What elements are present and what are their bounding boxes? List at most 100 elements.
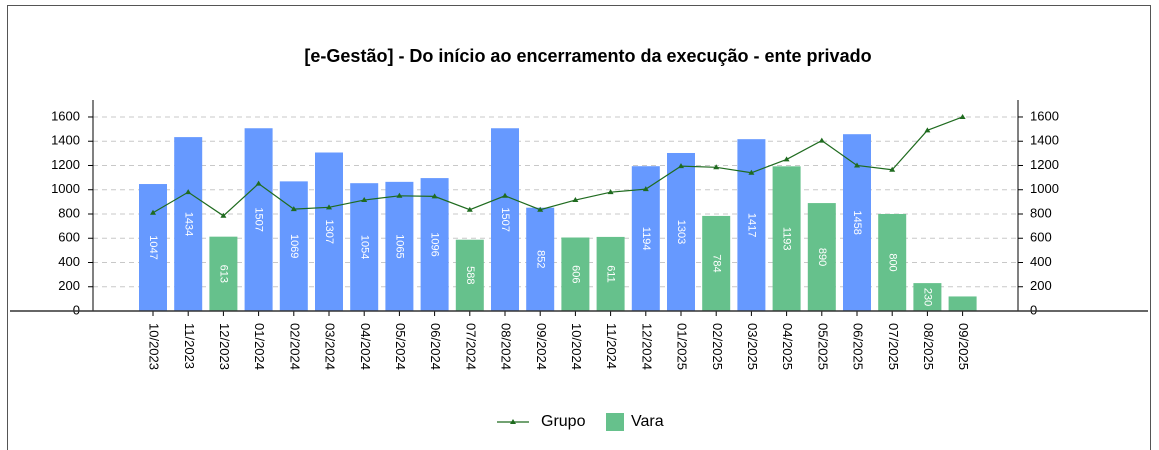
bar (807, 203, 836, 311)
bar (878, 213, 907, 311)
y2-tick-label: 1400 (1030, 133, 1059, 148)
y2-tick-label: 800 (1030, 205, 1052, 220)
x-tick-label: 07/2024 (463, 323, 478, 370)
data-label: 890 (816, 248, 828, 266)
data-label: 1434 (182, 212, 194, 236)
data-label: 606 (569, 265, 581, 283)
data-label: 1054 (358, 235, 370, 259)
x-tick-label: 01/2024 (252, 323, 267, 370)
data-label: 588 (464, 266, 476, 284)
bar (209, 236, 238, 311)
x-tick-label: 04/2025 (780, 323, 795, 370)
line-marker (185, 189, 192, 195)
y-tick-label: 600 (58, 230, 80, 245)
data-label: 611 (605, 265, 617, 283)
data-label: 1307 (323, 220, 335, 244)
y2-tick-label: 1000 (1030, 181, 1059, 196)
bar (139, 184, 167, 311)
y2-tick-label: 400 (1030, 254, 1052, 269)
legend-label: Grupo (541, 413, 586, 430)
x-tick-label: 02/2025 (710, 323, 725, 370)
line-marker (150, 209, 156, 215)
data-label: 1507 (253, 207, 265, 231)
x-tick-label: 07/2025 (886, 323, 901, 370)
x-tick-label: 09/2024 (534, 323, 549, 370)
x-tick-label: 06/2024 (428, 323, 443, 370)
data-label: 1507 (499, 207, 511, 231)
y-tick-label: 200 (58, 278, 80, 293)
line-marker (537, 206, 544, 212)
x-tick-label: 05/2024 (393, 323, 408, 370)
line-marker (607, 189, 614, 195)
x-tick-label: 08/2025 (921, 323, 936, 370)
line-marker (678, 163, 684, 169)
x-tick-label: 06/2025 (851, 323, 866, 370)
y-tick-label: 800 (58, 205, 80, 220)
y2-tick-label: 600 (1030, 230, 1052, 245)
bar (948, 296, 977, 311)
y2-tick-label: 1600 (1030, 108, 1059, 123)
line-marker (396, 192, 403, 198)
data-label: 1303 (675, 220, 687, 244)
x-tick-label: 10/2024 (569, 323, 584, 370)
line-marker (431, 193, 438, 199)
bar (350, 183, 379, 311)
data-label: 1193 (781, 227, 793, 251)
bar (596, 236, 625, 311)
x-tick-label: 01/2025 (675, 323, 690, 370)
y2-tick-label: 200 (1030, 278, 1052, 293)
line-marker (854, 162, 860, 168)
data-label: 1065 (393, 234, 405, 258)
line-marker (783, 156, 790, 162)
line-marker (220, 212, 227, 218)
bar (772, 166, 801, 311)
line-marker (642, 186, 649, 192)
x-tick-label: 12/2023 (217, 323, 232, 370)
bar (455, 239, 484, 311)
bar (561, 237, 590, 311)
x-tick-label: 08/2024 (499, 323, 514, 370)
bar (526, 207, 555, 311)
data-label: 613 (217, 265, 229, 283)
x-tick-label: 02/2024 (287, 323, 302, 370)
data-label: 852 (534, 250, 546, 268)
line-marker (959, 113, 966, 119)
bar (913, 283, 942, 311)
data-label: 1047 (147, 235, 159, 259)
x-tick-label: 11/2023 (182, 323, 197, 369)
y-tick-label: 1000 (51, 181, 80, 196)
data-label: 784 (710, 254, 722, 272)
legend-marker (510, 419, 516, 424)
line-marker (572, 197, 579, 203)
bar (667, 152, 695, 311)
bar (737, 139, 766, 311)
line-marker (818, 137, 825, 143)
data-label: 1417 (745, 213, 757, 237)
x-tick-label: 03/2025 (745, 323, 760, 370)
y-tick-label: 1200 (51, 157, 80, 172)
y2-tick-label: 1200 (1030, 157, 1059, 172)
x-tick-label: 09/2025 (956, 323, 971, 370)
line-marker (466, 206, 473, 212)
y-tick-label: 0 (73, 302, 80, 317)
y-tick-label: 1600 (51, 108, 80, 123)
line-marker (290, 206, 297, 212)
chart-title: [e-Gestão] - Do início ao encerramento d… (304, 46, 871, 66)
x-tick-label: 12/2024 (639, 323, 654, 370)
frame (7, 5, 1151, 450)
x-tick-label: 03/2024 (323, 323, 338, 370)
line-marker (255, 180, 262, 186)
data-label: 1194 (640, 227, 652, 251)
line-marker (326, 204, 332, 210)
y2-tick-label: 0 (1030, 302, 1037, 317)
y-tick-label: 400 (58, 254, 80, 269)
bar (385, 181, 414, 311)
bar (174, 137, 203, 311)
bar (702, 215, 731, 311)
data-label: 800 (886, 253, 898, 271)
line-marker (713, 164, 720, 170)
line-marker (361, 197, 368, 203)
x-tick-label: 10/2023 (147, 323, 162, 370)
line-marker (924, 127, 931, 133)
